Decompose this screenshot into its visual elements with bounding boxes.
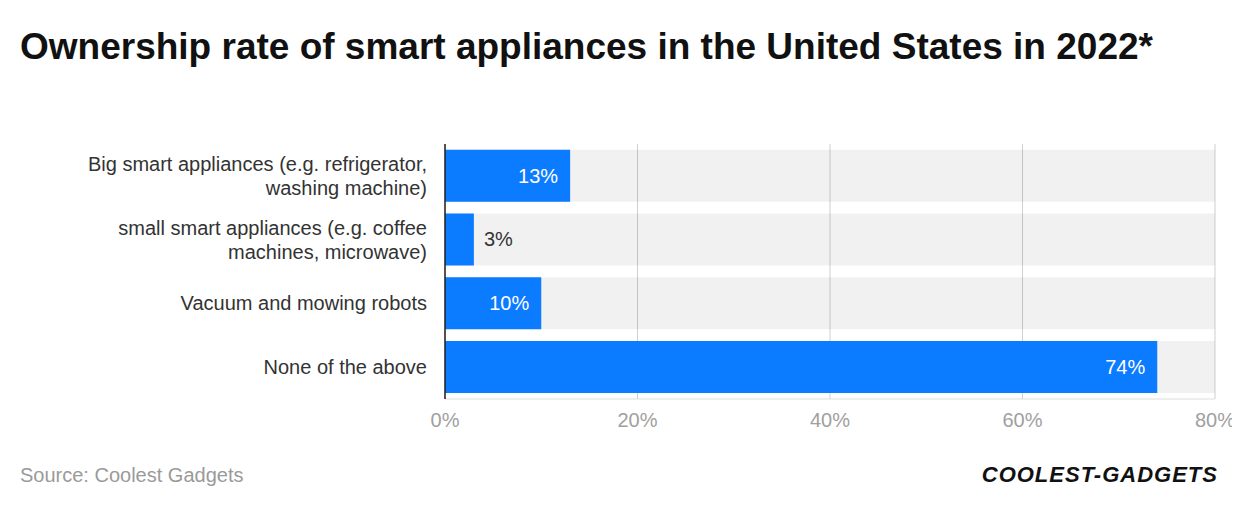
svg-text:None of the above: None of the above: [264, 356, 427, 378]
svg-text:80%: 80%: [1195, 409, 1232, 431]
html-text:Ownership rate of smart applia: Ownership rate of smart appliances in th…: [20, 26, 1153, 67]
svg-text:20%: 20%: [617, 409, 657, 431]
svg-text:0%: 0%: [431, 409, 460, 431]
html-text:Source: Coolest Gadgets: Source: Coolest Gadgets: [20, 464, 244, 486]
svg-text:60%: 60%: [1002, 409, 1042, 431]
svg-text:Vacuum and mowing robots: Vacuum and mowing robots: [181, 292, 427, 314]
html-text:COOLEST-GADGETS: COOLEST-GADGETS: [981, 462, 1218, 487]
svg-text:40%: 40%: [810, 409, 850, 431]
svg-text:13%: 13%: [518, 165, 558, 187]
svg-text:washing machine): washing machine): [265, 177, 427, 199]
svg-text:machines, microwave): machines, microwave): [228, 241, 427, 263]
svg-text:Big smart appliances (e.g. ref: Big smart appliances (e.g. refrigerator,: [88, 153, 427, 175]
svg-text:74%: 74%: [1105, 356, 1145, 378]
svg-text:10%: 10%: [489, 292, 529, 314]
svg-text:small smart appliances (e.g. c: small smart appliances (e.g. coffee: [118, 217, 427, 239]
svg-text:3%: 3%: [484, 228, 513, 250]
